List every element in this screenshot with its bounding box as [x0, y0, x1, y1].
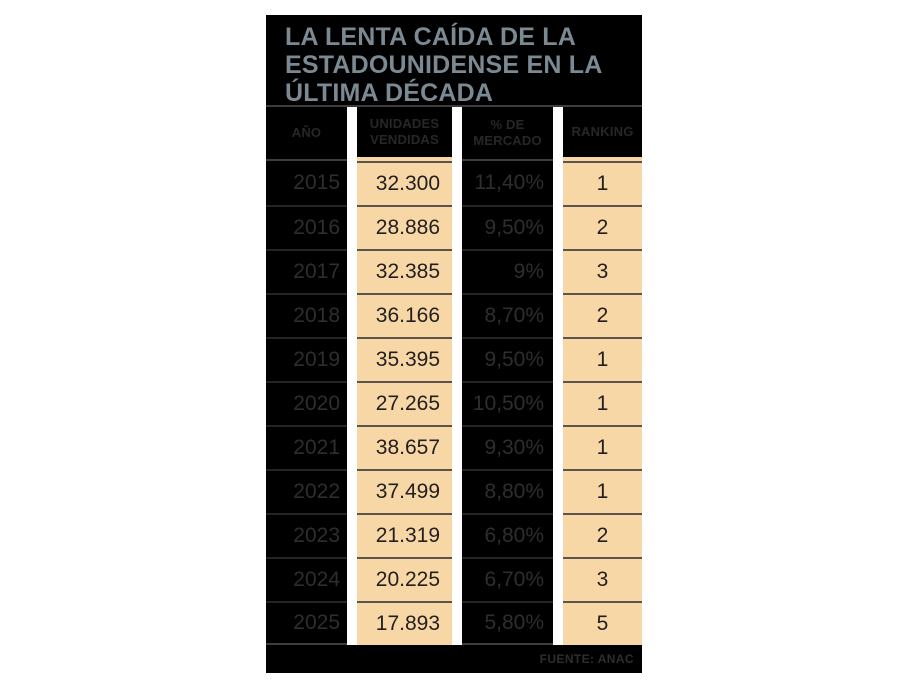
year-cell: 2016 — [266, 205, 347, 249]
units-cell: 20.225 — [357, 557, 452, 601]
column-divider — [452, 513, 462, 557]
share-cell: 9,30% — [462, 425, 553, 469]
ranking-cell: 2 — [563, 293, 642, 337]
units-header: UNIDADES VENDIDAS — [357, 107, 452, 161]
column-divider — [347, 601, 357, 645]
column-divider — [452, 161, 462, 205]
title-line-3: ÚLTIMA DÉCADA — [285, 79, 494, 107]
units-cell: 35.395 — [357, 337, 452, 381]
title-line-1: LA LENTA CAÍDA DE LA — [285, 23, 577, 51]
ranking-cell: 3 — [563, 249, 642, 293]
infographic-panel: LA LENTA CAÍDA DE LA ESTADOUNIDENSE EN L… — [266, 15, 642, 673]
column-divider — [553, 601, 563, 645]
share-cell: 5,80% — [462, 601, 553, 645]
units-cell: 32.300 — [357, 161, 452, 205]
column-divider — [347, 513, 357, 557]
ranking-cell: 1 — [563, 161, 642, 205]
year-cell: 2025 — [266, 601, 347, 645]
column-divider — [553, 293, 563, 337]
page-title: LA LENTA CAÍDA DE LA ESTADOUNIDENSE EN L… — [266, 15, 642, 107]
units-cell: 32.385 — [357, 249, 452, 293]
units-cell: 27.265 — [357, 381, 452, 425]
column-divider — [452, 337, 462, 381]
year-cell: 2020 — [266, 381, 347, 425]
share-cell: 9,50% — [462, 205, 553, 249]
column-divider — [452, 469, 462, 513]
column-divider — [452, 205, 462, 249]
share-cell: 9,50% — [462, 337, 553, 381]
year-cell: 2021 — [266, 425, 347, 469]
column-divider — [347, 205, 357, 249]
year-header: AÑO — [266, 107, 347, 161]
column-divider — [347, 557, 357, 601]
year-cell: 2024 — [266, 557, 347, 601]
year-cell: 2019 — [266, 337, 347, 381]
ranking-cell: 3 — [563, 557, 642, 601]
column-divider — [452, 107, 462, 161]
ranking-header: RANKING — [563, 107, 642, 161]
year-cell: 2017 — [266, 249, 347, 293]
ranking-cell: 5 — [563, 601, 642, 645]
column-divider — [553, 107, 563, 161]
column-divider — [553, 469, 563, 513]
column-divider — [452, 293, 462, 337]
units-cell: 17.893 — [357, 601, 452, 645]
year-cell: 2015 — [293, 171, 340, 194]
column-divider — [553, 557, 563, 601]
column-divider — [347, 381, 357, 425]
share-cell: 11,40% — [474, 171, 544, 194]
column-divider — [347, 337, 357, 381]
column-divider — [553, 249, 563, 293]
column-divider — [553, 205, 563, 249]
source-credit: FUENTE: ANAC — [539, 652, 634, 666]
column-divider — [347, 425, 357, 469]
units-cell: 21.319 — [357, 513, 452, 557]
column-divider — [553, 425, 563, 469]
ranking-cell: 1 — [563, 381, 642, 425]
footer-band: FUENTE: ANAC — [266, 645, 642, 673]
units-cell: 36.166 — [357, 293, 452, 337]
units-cell: 37.499 — [357, 469, 452, 513]
share-cell: 8,80% — [462, 469, 553, 513]
column-divider — [553, 161, 563, 205]
ranking-cell: 1 — [563, 425, 642, 469]
column-divider — [347, 293, 357, 337]
column-divider — [452, 249, 462, 293]
column-divider — [347, 161, 357, 205]
column-divider — [452, 557, 462, 601]
column-divider — [347, 249, 357, 293]
column-divider — [347, 469, 357, 513]
column-divider — [553, 381, 563, 425]
column-divider — [452, 601, 462, 645]
share-cell: 8,70% — [462, 293, 553, 337]
share-header: % DE MERCADO — [462, 107, 553, 161]
ranking-cell: 2 — [563, 205, 642, 249]
data-table: AÑO UNIDADES VENDIDAS % DE MERCADO RANKI… — [266, 105, 642, 645]
ranking-cell: 1 — [563, 337, 642, 381]
units-cell: 38.657 — [357, 425, 452, 469]
column-divider — [347, 107, 357, 161]
column-divider — [452, 425, 462, 469]
column-divider — [553, 513, 563, 557]
year-cell: 2018 — [266, 293, 347, 337]
units-cell: 28.886 — [357, 205, 452, 249]
share-cell: 9% — [462, 249, 553, 293]
ranking-cell: 1 — [563, 469, 642, 513]
year-cell: 2022 — [266, 469, 347, 513]
ranking-cell: 2 — [563, 513, 642, 557]
share-cell: 6,80% — [462, 513, 553, 557]
year-cell: 2023 — [266, 513, 347, 557]
column-divider — [452, 381, 462, 425]
share-cell: 6,70% — [462, 557, 553, 601]
share-cell: 10,50% — [462, 381, 553, 425]
column-divider — [553, 337, 563, 381]
title-line-2: ESTADOUNIDENSE EN LA — [285, 51, 603, 79]
